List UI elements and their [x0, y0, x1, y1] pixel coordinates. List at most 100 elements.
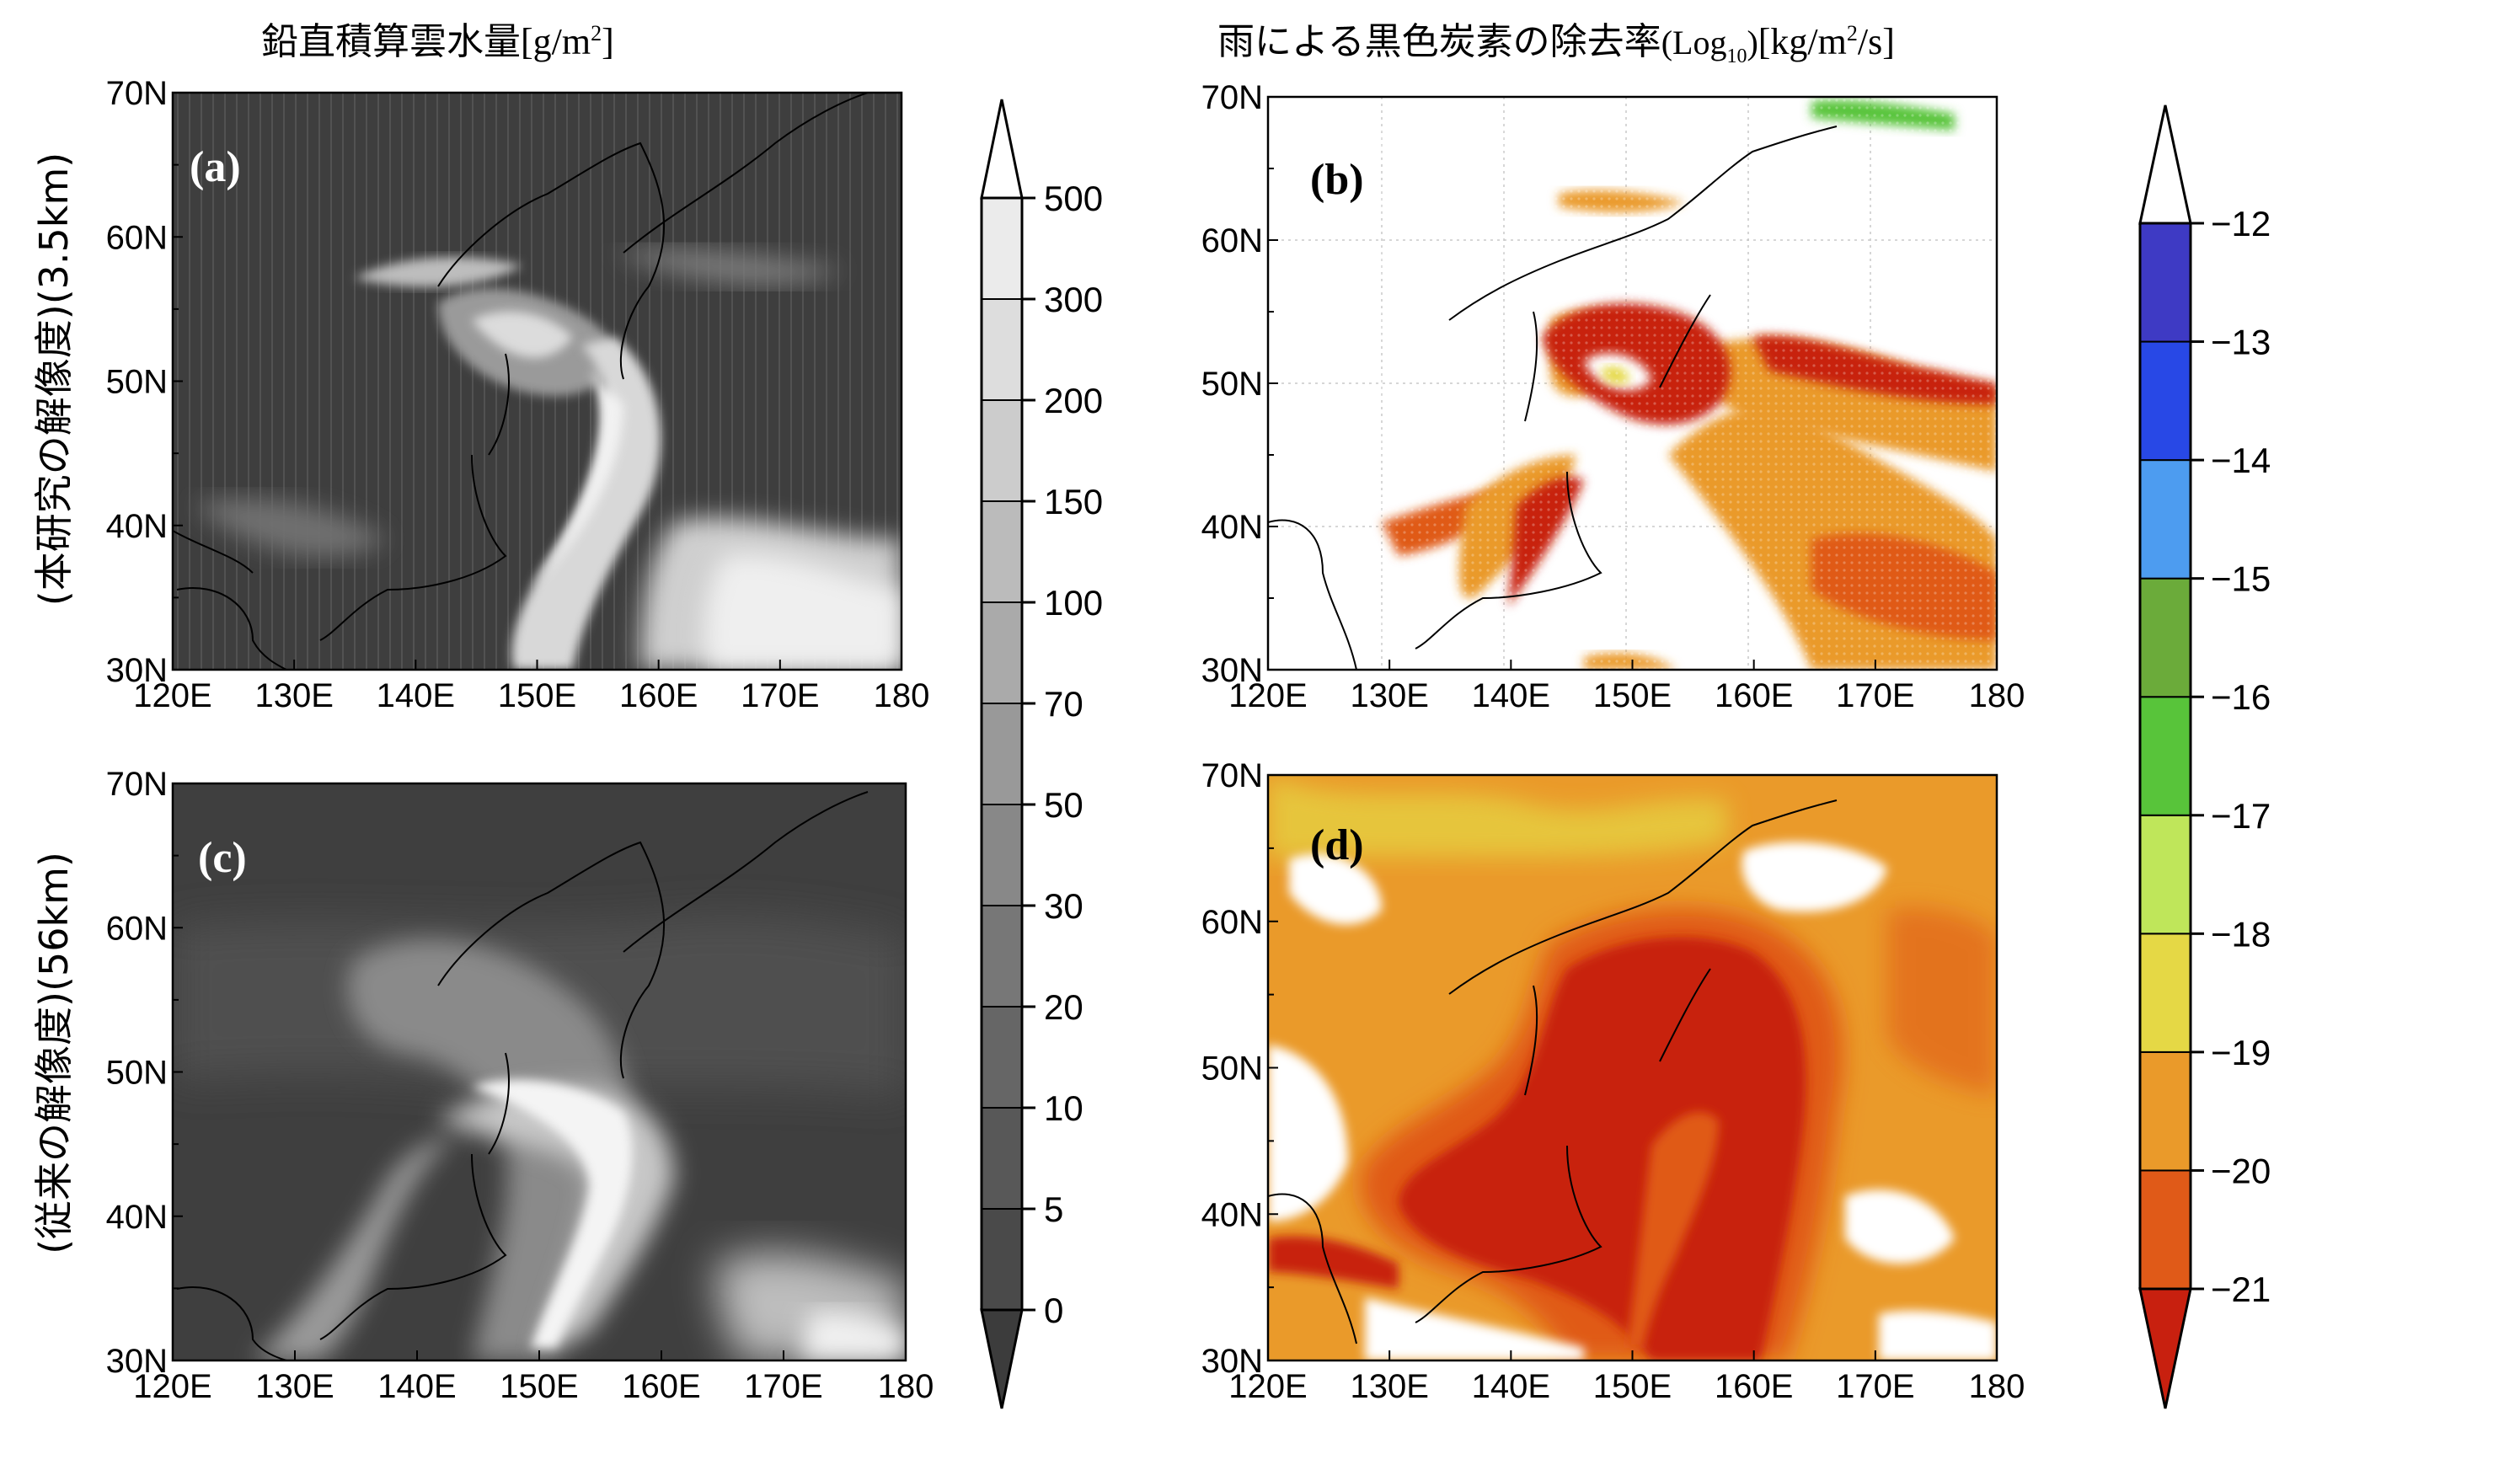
x-tick-label: 120E	[133, 1368, 211, 1405]
colorbar-segment	[2139, 459, 2191, 580]
x-tick-label: 160E	[1715, 677, 1793, 714]
colorbar-tick-label: −16	[2211, 677, 2271, 717]
colorbar-segment	[2139, 696, 2191, 816]
colorbar-segment	[981, 703, 1023, 805]
x-tick-label: 130E	[1350, 677, 1428, 714]
colorbar-segment	[981, 905, 1023, 1008]
x-tick-label: 180	[878, 1368, 934, 1405]
x-tick-label: 130E	[254, 677, 333, 714]
x-tick-label: 170E	[1836, 677, 1914, 714]
colorbar-tick-label: 30	[1044, 886, 1083, 926]
y-tick-label: 30N	[106, 652, 168, 689]
colorbar-segment	[2139, 814, 2191, 935]
colorbar-tick-label: −20	[2211, 1151, 2271, 1190]
x-tick-label: 160E	[1715, 1368, 1793, 1405]
colorbar-tick-label: −14	[2211, 441, 2271, 480]
x-tick-label: 170E	[1836, 1368, 1914, 1405]
colorbar-segment	[2139, 1169, 2191, 1291]
colorbar-tick-label: 20	[1044, 987, 1083, 1027]
x-tick-label: 120E	[1228, 677, 1307, 714]
colorbar-tick-label: −18	[2211, 914, 2271, 954]
colorbar-tick-label: 70	[1044, 684, 1083, 724]
colorbar-frame	[980, 196, 1024, 1312]
colorbar-tick-label: −13	[2211, 323, 2271, 362]
title-left: 鉛直積算雲水量[g/m2]	[261, 20, 614, 63]
colorbar-segment	[981, 500, 1023, 603]
y-tick-label: 70N	[1201, 757, 1263, 794]
panel-label-d: (d)	[1310, 821, 1364, 869]
x-tick-label: 160E	[619, 677, 698, 714]
colorbar-segment	[981, 804, 1023, 906]
colorbar-tick-label: −19	[2211, 1033, 2271, 1072]
y-tick-label: 60N	[106, 910, 168, 947]
y-tick-label: 40N	[1201, 1196, 1263, 1233]
y-tick-label: 50N	[106, 364, 168, 401]
colorbar-tick-label: −21	[2211, 1270, 2271, 1309]
x-tick-label: 170E	[744, 1368, 822, 1405]
colorbar-tick-label: 150	[1044, 482, 1103, 521]
colorbar-segment	[2139, 340, 2191, 462]
y-tick-label: 60N	[1201, 904, 1263, 941]
y-tick-label: 70N	[1201, 79, 1263, 116]
y-tick-label: 70N	[106, 75, 168, 112]
y-tick-label: 30N	[1201, 1343, 1263, 1380]
y-tick-label: 50N	[1201, 366, 1263, 403]
colorbar-segment	[2139, 1050, 2191, 1172]
x-tick-label: 140E	[1472, 1368, 1550, 1405]
panel-a-map	[173, 93, 902, 670]
x-tick-label: 120E	[1228, 1368, 1307, 1405]
x-tick-label: 150E	[500, 1368, 578, 1405]
colorbar-segment	[981, 601, 1023, 704]
y-tick-label: 40N	[1201, 509, 1263, 546]
colorbar-tick-label: 10	[1044, 1088, 1083, 1128]
colorbar-arrow-top	[2138, 104, 2192, 225]
colorbar-segment	[981, 399, 1023, 502]
colorbar-arrow-top	[980, 99, 1024, 200]
row-label-top: (本研究の解像度)(3.5km)	[31, 152, 77, 606]
svg-text:鉛直積算雲水量[g/m2]: 鉛直積算雲水量[g/m2]	[261, 20, 614, 63]
colorbar-tick-label: −15	[2211, 559, 2271, 599]
colorbar-segment	[2139, 222, 2191, 343]
colorbar-tick-label: 50	[1044, 785, 1083, 825]
colorbar-segment	[2139, 933, 2191, 1053]
x-tick-label: 140E	[1472, 677, 1550, 714]
x-tick-label: 150E	[498, 677, 576, 714]
y-tick-label: 50N	[1201, 1050, 1263, 1088]
y-tick-label: 40N	[106, 1199, 168, 1236]
panel-label-c: (c)	[198, 834, 247, 882]
colorbar-tick-label: 300	[1044, 280, 1103, 319]
panel-c-map	[173, 783, 906, 1360]
y-tick-label: 70N	[106, 766, 168, 803]
row-label-bottom: (従来の解像度)(56km)	[31, 852, 77, 1254]
y-tick-label: 60N	[1201, 222, 1263, 259]
x-tick-label: 160E	[622, 1368, 700, 1405]
colorbar-tick-label: 100	[1044, 583, 1103, 623]
colorbar-arrow-bottom	[980, 1308, 1024, 1409]
x-tick-label: 130E	[1350, 1368, 1428, 1405]
colorbar-segment	[981, 1208, 1023, 1311]
x-tick-label: 120E	[133, 677, 211, 714]
colorbar-segment	[981, 1006, 1023, 1109]
colorbar-segment	[981, 1107, 1023, 1210]
x-tick-label: 150E	[1593, 677, 1672, 714]
panel-d-map	[1268, 775, 1997, 1360]
colorbar-tick-label: 0	[1044, 1291, 1063, 1330]
colorbar-tick-label: 200	[1044, 381, 1103, 420]
colorbar-bc-removal: −12 −13 −14 −15 −16 −17 −18 −19 −20 −21	[2138, 104, 2271, 1409]
colorbar-tick-label: −12	[2211, 204, 2271, 243]
colorbar-frame	[2138, 222, 2192, 1291]
colorbar-segment	[981, 298, 1023, 401]
x-tick-label: 170E	[741, 677, 819, 714]
colorbar-tick-label: −17	[2211, 796, 2271, 836]
panel-b-map	[1268, 97, 1997, 670]
colorbar-segment	[981, 197, 1023, 300]
colorbar-cloud-water: 0 5 10 20 30 50 70 100 150 200 300 500	[980, 99, 1103, 1409]
x-tick-label: 150E	[1593, 1368, 1672, 1405]
y-tick-label: 30N	[106, 1343, 168, 1380]
y-tick-label: 60N	[106, 219, 168, 256]
colorbar-arrow-bottom	[2138, 1287, 2192, 1409]
y-tick-label: 30N	[1201, 652, 1263, 689]
colorbar-tick-label: 5	[1044, 1189, 1063, 1229]
title-right: 雨による黒色炭素の除去率(Log10)[kg/m2/s]	[1217, 20, 1895, 67]
panel-label-a: (a)	[190, 143, 241, 191]
